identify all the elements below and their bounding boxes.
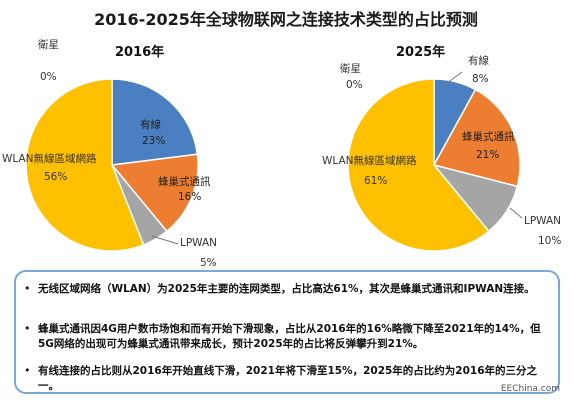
- pie-2025-lpwan-leader: [509, 207, 523, 219]
- pie-2025-label-cellular: 蜂巢式通訊: [462, 130, 515, 143]
- pie-2016-value-satellite: 0%: [40, 71, 57, 83]
- pie-2016-value-wired: 23%: [142, 135, 165, 147]
- note-bullet: •: [24, 364, 31, 377]
- pie-2016-value-wlan: 56%: [44, 171, 67, 183]
- notes-box: • 无线区域网络（WLAN）为2025年主要的连网类型，占比高达61%，其次是蜂…: [14, 270, 560, 394]
- pie-2016-label-wired: 有線: [140, 118, 161, 131]
- pie-2016: 2016年 衛星 0% 有線 23% 蜂巢式通訊 16% WLAN無線區域網路 …: [2, 38, 217, 269]
- pie-2016-lpwan-leader: [151, 235, 179, 245]
- pie-2016-value-cellular: 16%: [178, 191, 201, 203]
- pie-2025-year: 2025年: [396, 44, 445, 60]
- pie-2016-label-lpwan: LPWAN: [180, 237, 217, 249]
- pie-charts: 2016年 衛星 0% 有線 23% 蜂巢式通訊 16% WLAN無線區域網路 …: [2, 38, 561, 269]
- pie-2025-label-satellite: 衛星: [340, 62, 361, 75]
- pie-2025-wired-leader: [442, 71, 463, 87]
- pie-2016-slice-wlan: [25, 78, 145, 252]
- note-text: 有线连接的占比则从2016年开始直线下滑，2021年将下滑至15%，2025年的…: [38, 365, 538, 392]
- pie-2025: 2025年 衛星 0% 有線 8% 蜂巢式通訊 21% WLAN無線區域網路 6…: [322, 44, 561, 252]
- pie-2025-value-wired: 8%: [472, 73, 489, 85]
- pie-2025-value-lpwan: 10%: [538, 235, 561, 247]
- pie-2025-value-wlan: 61%: [364, 175, 387, 187]
- note-text: 无线区域网络（WLAN）为2025年主要的连网类型，占比高达61%，其次是蜂巢式…: [38, 283, 535, 295]
- pie-2025-value-cellular: 21%: [476, 149, 499, 161]
- pie-2016-year: 2016年: [115, 44, 164, 60]
- pie-2016-label-satellite: 衛星: [38, 38, 59, 51]
- pie-2025-label-wired: 有線: [468, 54, 489, 67]
- chart-title: 2016-2025年全球物联网之连接技术类型的占比预测: [94, 10, 478, 29]
- pie-2016-label-cellular: 蜂巢式通訊: [158, 175, 211, 188]
- pie-2016-slice-cellular: [110, 153, 199, 233]
- pie-2025-slices: [347, 78, 521, 252]
- pie-2025-slice-wlan: [347, 78, 490, 252]
- pie-2025-slice-cellular: [432, 88, 521, 188]
- pie-2016-slice-wired: [111, 78, 199, 166]
- note-bullet: •: [24, 322, 31, 335]
- pie-2016-value-lpwan: 5%: [200, 257, 217, 269]
- pie-2016-label-wlan: WLAN無線區域網路: [2, 152, 97, 165]
- pie-2025-label-lpwan: LPWAN: [524, 215, 561, 227]
- pie-2025-label-wlan: WLAN無線區域網路: [322, 154, 417, 167]
- watermark: EEChina.com: [500, 384, 560, 394]
- pie-2025-value-satellite: 0%: [346, 79, 363, 91]
- note-bullet: •: [24, 282, 31, 295]
- pie-2016-slices: [25, 78, 199, 252]
- note-text: 蜂巢式通讯因4G用户数市场饱和而有开始下滑现象，占比从2016年的16%略微下降…: [38, 323, 541, 350]
